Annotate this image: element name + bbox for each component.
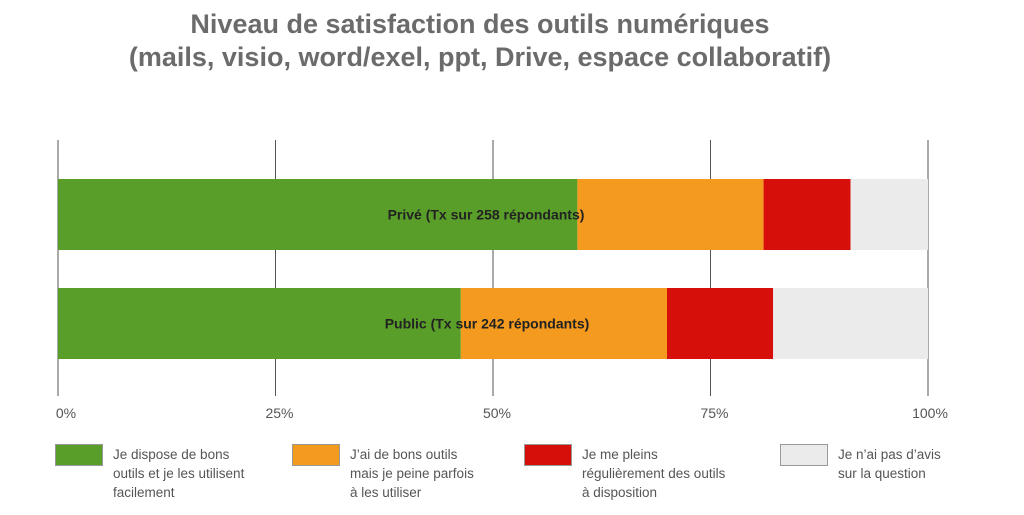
bar-segment <box>460 288 667 359</box>
legend-label: régulièrement des outils <box>582 466 726 481</box>
bar-segment <box>763 179 851 250</box>
bar-segment <box>58 179 578 250</box>
bar-segment <box>850 179 928 250</box>
legend-swatch <box>524 444 572 466</box>
x-tick-label: 100% <box>912 405 948 421</box>
legend-item: J’ai de bons outils mais je peine parfois… <box>292 444 474 500</box>
legend-label: Je dispose de bons <box>113 447 230 462</box>
bar-segment <box>58 288 461 359</box>
bar-category-label: Public (Tx sur 242 répondants) <box>385 316 590 332</box>
legend-label: à les utiliser <box>350 485 422 500</box>
x-tick-label: 0% <box>56 405 76 421</box>
legend-label: J’ai de bons outils <box>350 447 458 462</box>
legend-label: à disposition <box>582 485 657 500</box>
legend-swatch <box>55 444 103 466</box>
chart-title-line-1: Niveau de satisfaction des outils numéri… <box>190 9 769 39</box>
bar-segment <box>577 179 764 250</box>
legend-swatch <box>292 444 340 466</box>
legend-label: Je me pleins <box>582 447 658 462</box>
legend-label: facilement <box>113 485 175 500</box>
legend-item: Je dispose de bons outils et je les utili… <box>55 444 245 500</box>
legend-swatch <box>780 444 828 466</box>
bar-segment <box>773 288 928 359</box>
chart-title-line-2: (mails, visio, word/exel, ppt, Drive, es… <box>129 42 831 72</box>
x-tick-label: 75% <box>700 405 728 421</box>
x-tick-label: 25% <box>265 405 293 421</box>
bar-category-label: Privé (Tx sur 258 répondants) <box>388 207 585 223</box>
legend-label: mais je peine parfois <box>350 466 474 481</box>
legend-label: Je n’ai pas d’avis <box>838 447 941 462</box>
legend-item: Je n’ai pas d’avis sur la question <box>780 444 941 481</box>
legend-label: outils et je les utilisent <box>113 466 245 481</box>
bar-segment <box>667 288 774 359</box>
x-tick-label: 50% <box>483 405 511 421</box>
legend-item: Je me pleins régulièrement des outils à di… <box>524 444 726 500</box>
legend-label: sur la question <box>838 466 926 481</box>
